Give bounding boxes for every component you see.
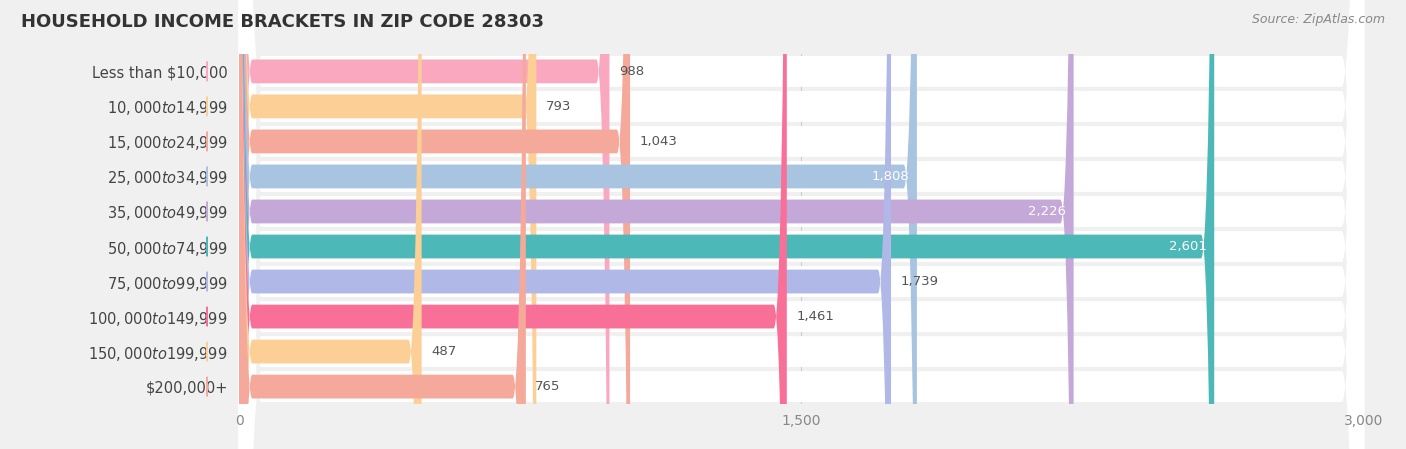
Text: Source: ZipAtlas.com: Source: ZipAtlas.com [1251, 13, 1385, 26]
FancyBboxPatch shape [239, 0, 1215, 449]
Text: 487: 487 [432, 345, 456, 358]
Text: 2,601: 2,601 [1168, 240, 1206, 253]
FancyBboxPatch shape [239, 0, 1364, 449]
FancyBboxPatch shape [239, 0, 1364, 449]
Text: 1,808: 1,808 [872, 170, 910, 183]
FancyBboxPatch shape [239, 0, 609, 449]
FancyBboxPatch shape [239, 0, 1364, 449]
Text: 793: 793 [546, 100, 571, 113]
Text: 2,226: 2,226 [1028, 205, 1066, 218]
FancyBboxPatch shape [239, 0, 1364, 449]
Text: 1,739: 1,739 [900, 275, 938, 288]
FancyBboxPatch shape [239, 0, 1364, 449]
FancyBboxPatch shape [239, 0, 787, 449]
Text: 1,461: 1,461 [796, 310, 834, 323]
FancyBboxPatch shape [239, 0, 630, 449]
FancyBboxPatch shape [239, 0, 1074, 449]
FancyBboxPatch shape [239, 0, 891, 449]
FancyBboxPatch shape [239, 0, 1364, 449]
Text: 1,043: 1,043 [640, 135, 678, 148]
Text: 765: 765 [536, 380, 561, 393]
FancyBboxPatch shape [239, 0, 526, 449]
FancyBboxPatch shape [239, 0, 1364, 449]
FancyBboxPatch shape [239, 0, 536, 449]
Text: HOUSEHOLD INCOME BRACKETS IN ZIP CODE 28303: HOUSEHOLD INCOME BRACKETS IN ZIP CODE 28… [21, 13, 544, 31]
Text: 988: 988 [619, 65, 644, 78]
FancyBboxPatch shape [239, 0, 917, 449]
FancyBboxPatch shape [239, 0, 1364, 449]
FancyBboxPatch shape [239, 0, 1364, 449]
FancyBboxPatch shape [239, 0, 422, 449]
FancyBboxPatch shape [239, 0, 1364, 449]
